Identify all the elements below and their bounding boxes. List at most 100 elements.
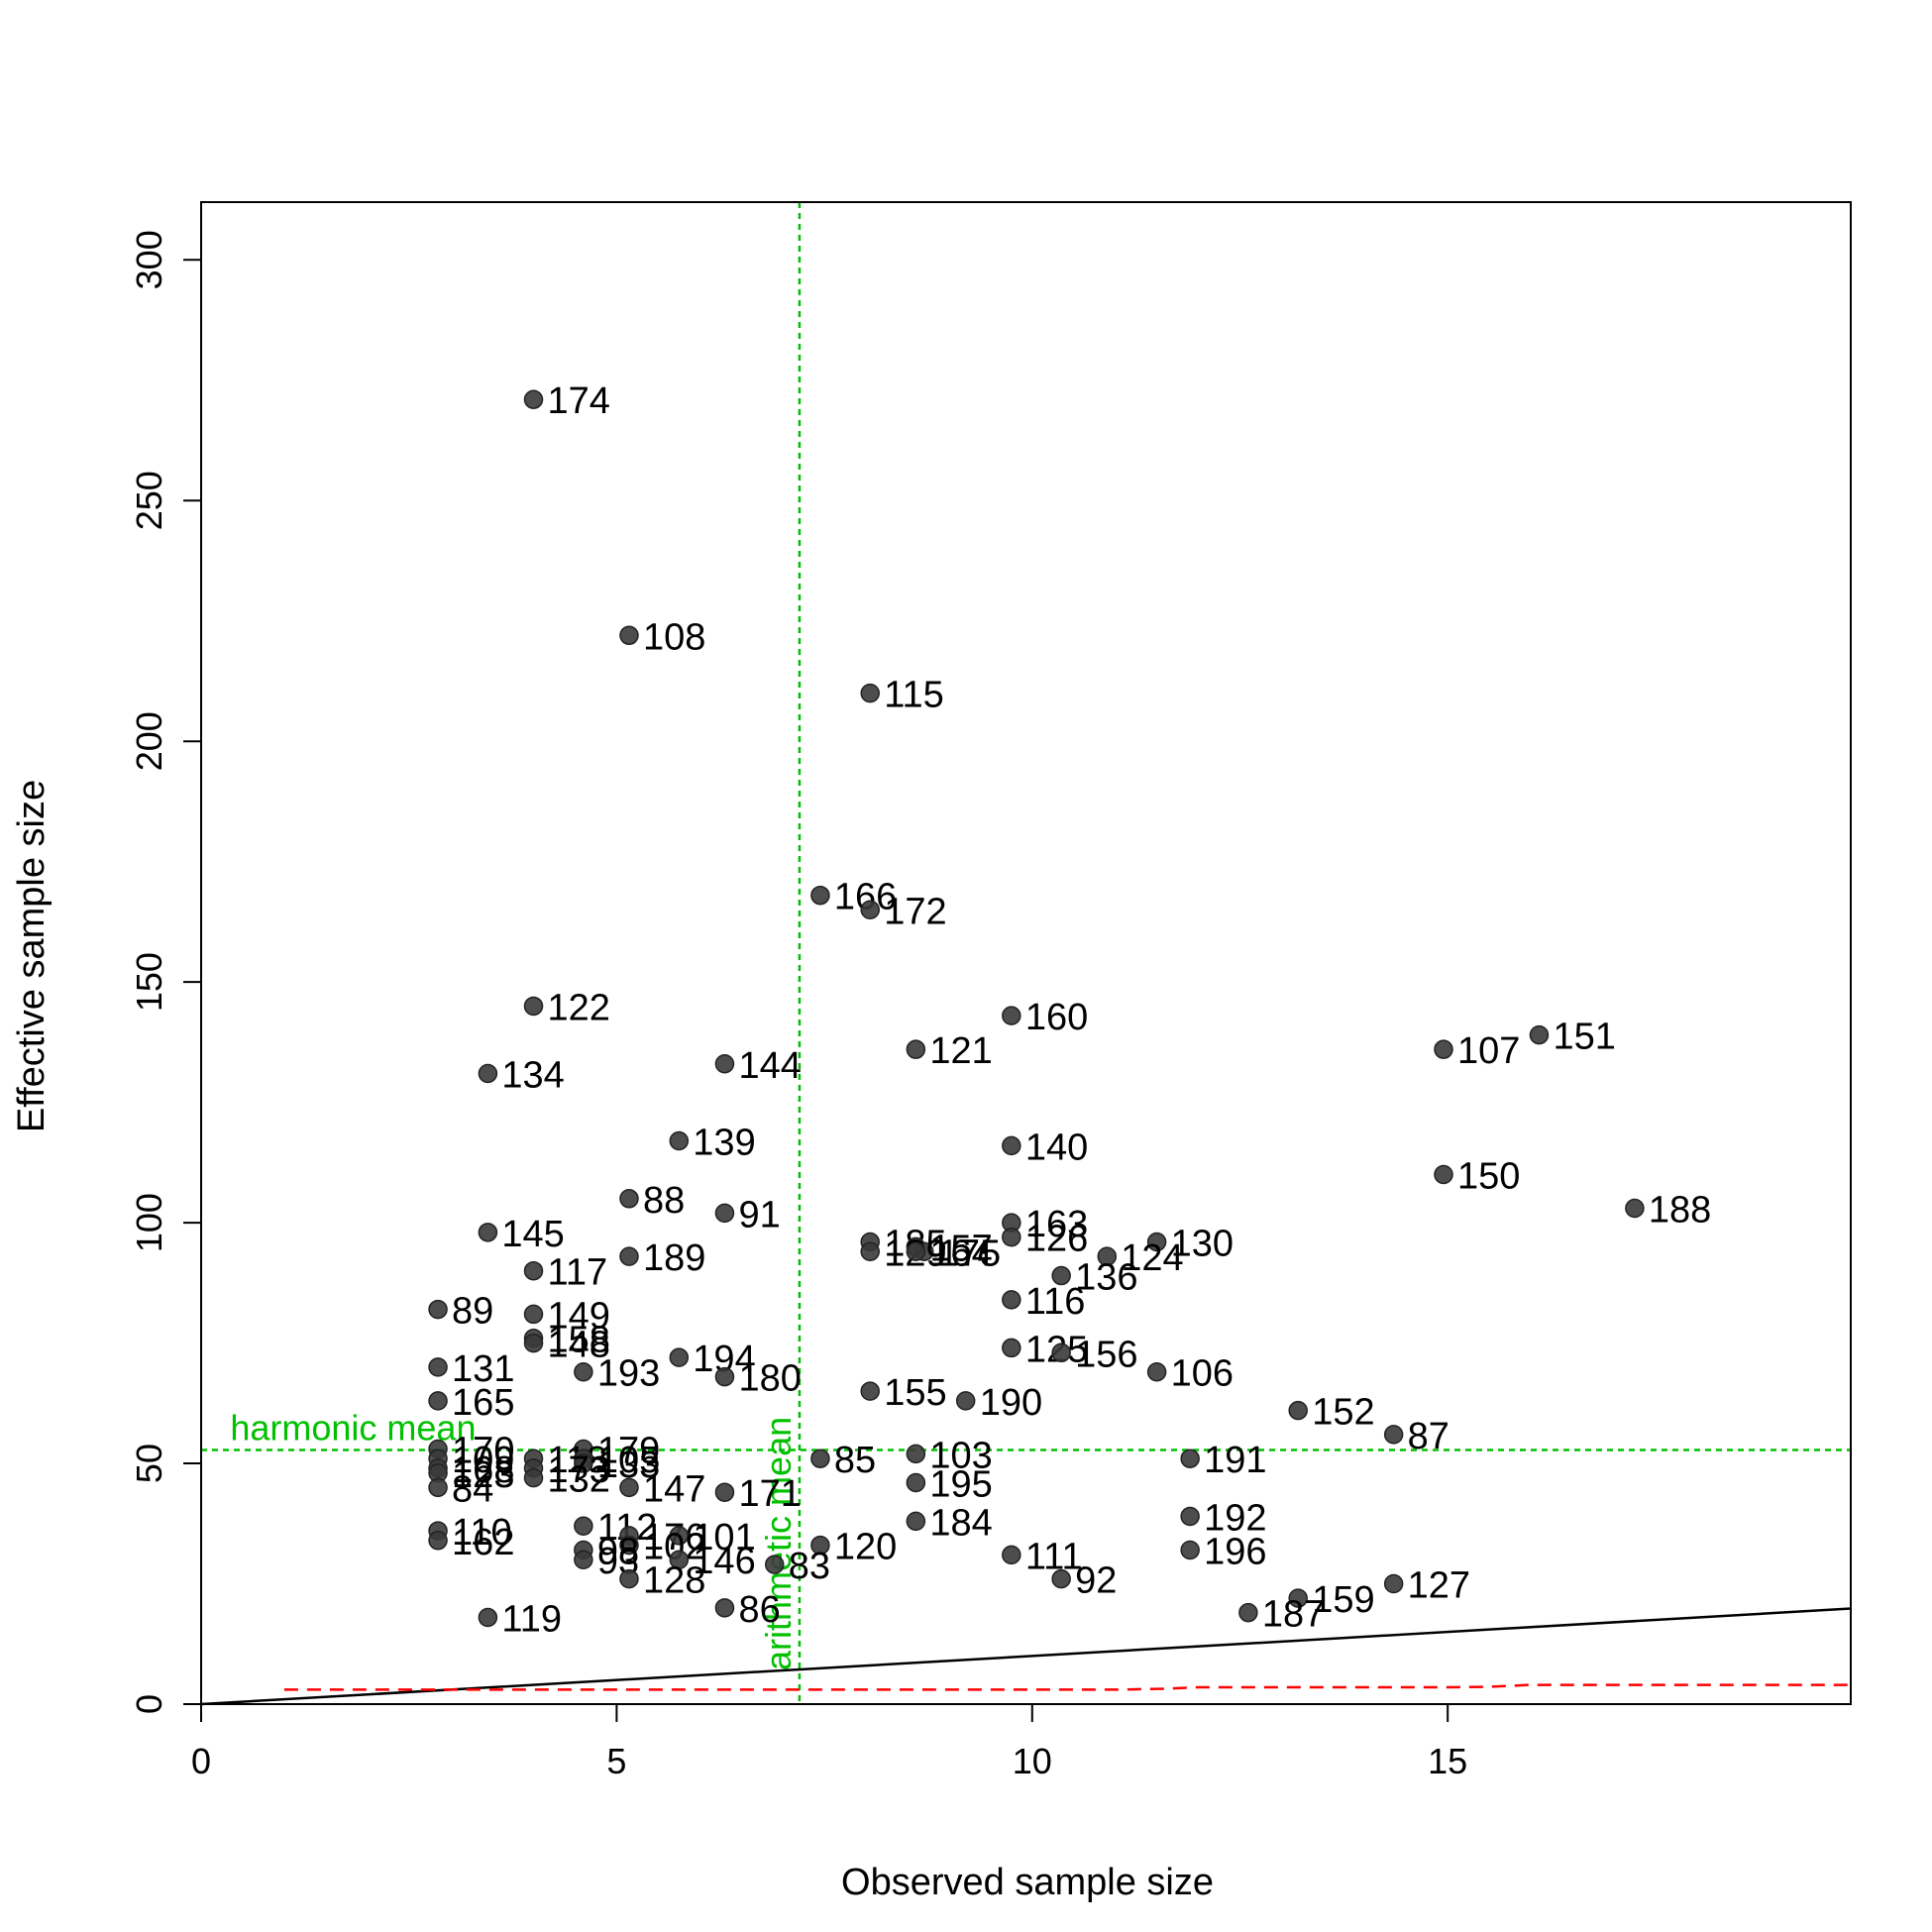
data-point [1051,1265,1071,1286]
data-point [669,1526,690,1546]
point-label: 84 [452,1468,493,1510]
point-label: 156 [1075,1334,1137,1375]
point-label: 164 [929,1233,992,1274]
y-axis: 0 50 100 150 200 250 300 [129,230,202,1714]
point-label: 117 [548,1252,608,1294]
x-tick-label: 0 [191,1741,211,1781]
point-label: 91 [738,1194,780,1235]
data-point [1002,1135,1021,1156]
data-point [860,683,880,703]
point-label: 116 [1025,1281,1086,1323]
point-label: 189 [643,1237,705,1279]
point-label: 128 [643,1560,705,1602]
point-label: 146 [693,1541,755,1582]
data-point [906,1444,926,1464]
point-label: 122 [548,987,610,1028]
data-point [1434,1039,1453,1059]
data-point [619,1189,639,1209]
point-label: 103 [929,1435,992,1476]
x-tick-label: 10 [1013,1741,1052,1781]
data-point [1146,1232,1167,1252]
point-label: 163 [1025,1204,1088,1245]
data-point [1288,1588,1308,1608]
data-point [714,1482,735,1502]
data-point [1146,1361,1167,1382]
point-label: 123 [452,1454,514,1496]
data-point [574,1516,593,1536]
point-label: 180 [738,1358,801,1400]
data-point [860,1241,880,1262]
data-point [1434,1164,1453,1185]
data-point [619,1568,639,1589]
identity-line [200,1607,1852,1706]
data-point [619,1477,639,1498]
point-label: 86 [738,1589,780,1631]
point-label: 175 [938,1233,1001,1274]
data-point [574,1550,593,1569]
data-point [1002,1006,1021,1025]
point-label: 173 [548,1449,610,1491]
point-label: 92 [1075,1560,1117,1602]
data-point [714,1366,735,1387]
data-point [619,625,639,646]
data-point [574,1361,593,1382]
point-label: 132 [548,1459,610,1501]
point-label: 195 [929,1463,992,1505]
plot-area: harmonic mean arithmetic mean 1741081151… [200,201,1852,1706]
point-label: 168 [452,1449,514,1491]
point-label: 174 [548,380,610,422]
point-label: 109 [452,1440,514,1481]
data-point [1180,1506,1200,1527]
point-label: 147 [643,1468,705,1510]
y-tick-label: 150 [129,952,169,1012]
data-point [1288,1400,1308,1421]
point-label: 165 [452,1382,514,1424]
data-point [1002,1290,1021,1310]
y-tick-label: 0 [129,1694,169,1714]
point-label: 105 [597,1440,660,1481]
point-label: 187 [1262,1594,1325,1636]
data-point [523,1333,544,1353]
point-label: 157 [929,1228,992,1269]
data-point [428,1357,448,1377]
data-point [428,1477,448,1498]
data-point [906,1241,926,1262]
y-tick-label: 50 [129,1444,169,1483]
point-label: 145 [501,1214,564,1255]
data-point [1180,1449,1200,1468]
data-point [523,996,544,1017]
data-point [574,1453,593,1473]
data-point [523,1260,544,1281]
point-label: 171 [738,1473,801,1515]
point-label: 101 [693,1517,755,1558]
data-point [714,1203,735,1224]
point-label: 120 [834,1527,897,1568]
data-point [1002,1227,1021,1247]
point-label: 107 [1457,1030,1520,1072]
data-point [478,1607,498,1628]
data-point [1383,1573,1404,1594]
data-point [765,1555,785,1574]
point-label: 191 [1204,1440,1266,1481]
data-point [1051,1568,1071,1589]
point-label: 158 [548,1320,610,1361]
x-tick-label: 5 [606,1741,626,1781]
point-label: 159 [1312,1579,1374,1621]
lower-bound-line [283,1683,1851,1691]
data-point [478,1063,498,1084]
data-point [1383,1425,1404,1445]
data-point [669,1550,690,1569]
data-point [906,1472,926,1493]
point-label: 121 [929,1030,992,1072]
y-tick-label: 300 [129,230,169,289]
data-point [1002,1338,1021,1358]
point-label: 196 [1204,1532,1266,1573]
point-label: 151 [1553,1017,1615,1058]
point-label: 170 [452,1430,514,1471]
point-label: 172 [884,891,946,932]
point-label: 162 [452,1522,514,1563]
data-point [1529,1024,1550,1045]
data-point [523,1467,544,1488]
point-label: 150 [1457,1156,1520,1198]
plot-frame [200,201,1852,1705]
